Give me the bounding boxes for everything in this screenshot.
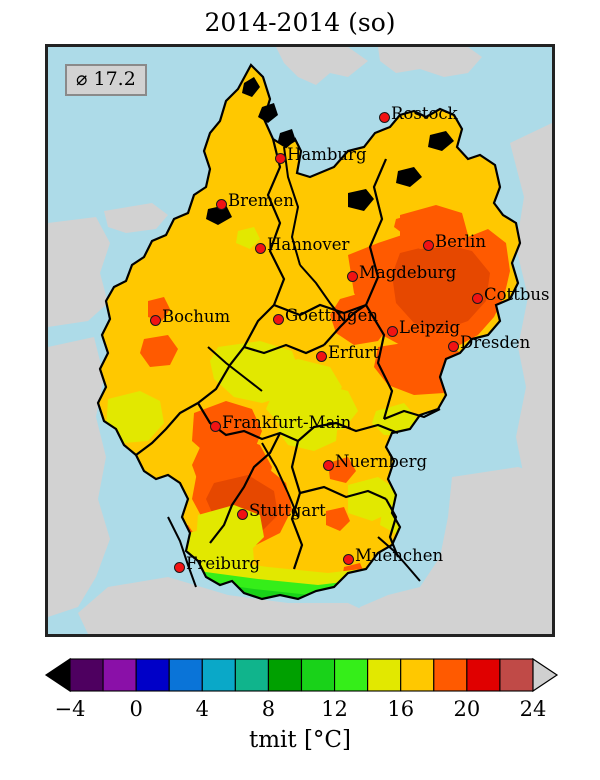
coastline-detail [206, 77, 454, 225]
city-dot-icon [274, 152, 286, 164]
city-dot-icon [215, 198, 227, 210]
city-dot-icon [272, 313, 284, 325]
city-label: Frankfurt-Main [222, 413, 352, 432]
river-network [167, 146, 421, 588]
colorbar-swatches[interactable] [0, 655, 600, 699]
city-dot-icon [422, 239, 434, 251]
city-label: Muenchen [355, 546, 444, 565]
colorbar-segment[interactable] [135, 658, 170, 692]
colorbar-segment[interactable] [499, 658, 534, 692]
colorbar[interactable]: −4 0 4 8 12 16 20 24 tmit [°C] [0, 655, 600, 780]
city-label: Magdeburg [359, 263, 457, 282]
city-dot-icon [322, 459, 334, 471]
colorbar-tick-label: −4 [54, 697, 86, 721]
city-dot-icon [378, 111, 390, 123]
city-label: Hannover [267, 235, 350, 254]
city-dot-icon [386, 325, 398, 337]
colorbar-segment[interactable] [69, 658, 104, 692]
city-dot-icon [471, 292, 483, 304]
city-dot-icon [346, 270, 358, 282]
city-label: Stuttgart [249, 501, 326, 520]
city-label: Rostock [391, 104, 458, 123]
colorbar-segment[interactable] [334, 658, 369, 692]
colorbar-segment[interactable] [300, 658, 336, 692]
colorbar-axis-label: tmit [°C] [248, 727, 351, 753]
city-dot-icon [315, 350, 327, 362]
colorbar-segment[interactable] [267, 658, 303, 692]
city-dot-icon [173, 561, 185, 573]
city-label: Bochum [162, 307, 231, 326]
neighbour-countries [48, 47, 552, 634]
city-dot-icon [149, 314, 161, 326]
city-label: Berlin [435, 232, 486, 251]
city-dot-icon [236, 508, 248, 520]
colorbar-segment[interactable] [168, 658, 203, 692]
map-panel[interactable]: ⌀ 17.2 Rostock Hamburg Bremen Hannover Berli… [45, 44, 555, 637]
city-dot-icon [447, 340, 459, 352]
colorbar-tick-labels: −4 0 4 8 12 16 20 24 [0, 699, 600, 725]
administrative-borders [96, 63, 522, 601]
colorbar-under-arrow [44, 657, 71, 693]
colorbar-segment[interactable] [102, 658, 137, 692]
city-label: Freiburg [186, 554, 261, 573]
city-label: Goettingen [285, 306, 378, 325]
colorbar-tick-label: 8 [261, 697, 276, 721]
city-dot-icon [254, 242, 266, 254]
colorbar-tick-label: 20 [453, 697, 481, 721]
city-dot-icon [209, 420, 221, 432]
colorbar-tick-label: 12 [321, 697, 348, 721]
colorbar-segment[interactable] [201, 658, 236, 692]
colorbar-segment[interactable] [433, 658, 468, 692]
city-label: Leipzig [399, 318, 461, 337]
colorbar-segment-group [44, 657, 559, 693]
colorbar-segment[interactable] [367, 658, 402, 692]
area-mean-badge: ⌀ 17.2 [65, 64, 147, 97]
city-label: Erfurt [328, 343, 380, 362]
city-dot-icon [342, 553, 354, 565]
city-label: Bremen [228, 191, 294, 210]
city-label: Hamburg [287, 145, 367, 164]
page-title: 2014-2014 (so) [204, 8, 396, 37]
city-label: Nuernberg [335, 452, 428, 471]
colorbar-segment[interactable] [466, 658, 501, 692]
colorbar-tick-label: 16 [387, 697, 415, 721]
city-label: Dresden [460, 333, 531, 352]
colorbar-tick-label: 24 [519, 697, 547, 721]
colorbar-segment[interactable] [234, 658, 269, 692]
colorbar-segment[interactable] [400, 658, 435, 692]
colorbar-tick-label: 0 [129, 697, 143, 721]
city-label: Cottbus [484, 285, 550, 304]
colorbar-over-arrow [532, 657, 559, 693]
temperature-map[interactable] [48, 47, 552, 634]
colorbar-tick-label: 4 [195, 697, 209, 721]
